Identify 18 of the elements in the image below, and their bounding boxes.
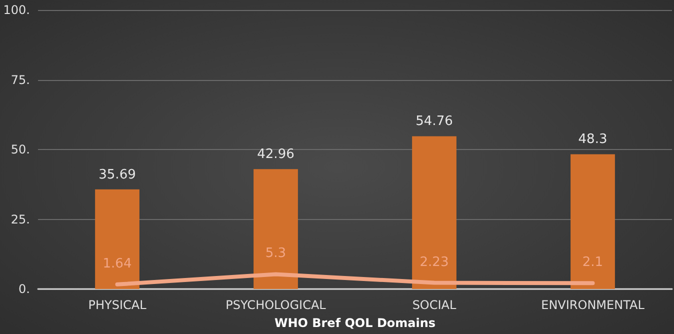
x-tick-label: PSYCHOLOGICAL [226, 298, 326, 312]
y-tick-label: 100. [3, 3, 30, 17]
y-tick-label: 50. [10, 142, 30, 156]
x-tick-label: PHYSICAL [88, 298, 147, 312]
data-label: 2.1 [582, 255, 604, 270]
y-tick-label: 75. [10, 72, 30, 87]
y-tick-label: 25. [10, 212, 30, 226]
data-label: 42.96 [257, 147, 294, 162]
data-label: 35.69 [98, 167, 136, 182]
x-axis-title: WHO Bref QOL Domains [274, 316, 436, 330]
data-label: 48.3 [578, 132, 608, 148]
x-tick-label: SOCIAL [412, 298, 456, 312]
data-label: 1.64 [102, 256, 132, 272]
y-tick-label: 0. [18, 282, 30, 296]
data-label: 54.76 [416, 114, 453, 130]
data-label: 2.23 [420, 254, 449, 270]
data-label: 5.3 [265, 246, 286, 262]
x-tick-label: ENVIRONMENTAL [541, 298, 645, 312]
